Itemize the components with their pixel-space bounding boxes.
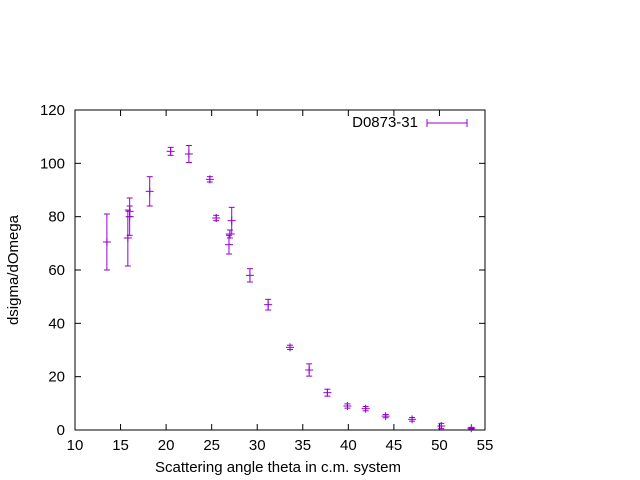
legend: D0873-31 <box>352 114 468 131</box>
data-point <box>437 422 446 430</box>
x-tick-label: 20 <box>158 437 175 454</box>
x-tick-label: 25 <box>203 437 220 454</box>
plot-frame <box>74 109 486 431</box>
legend-label: D0873-31 <box>352 114 418 131</box>
y-tick-label: 20 <box>48 369 65 386</box>
data-point <box>227 206 236 235</box>
x-tick-label: 50 <box>431 437 448 454</box>
axes <box>74 109 486 431</box>
data-point <box>145 176 154 207</box>
data-point <box>205 175 214 184</box>
x-tick-label: 55 <box>477 437 494 454</box>
data-point <box>245 268 254 283</box>
data-point <box>467 424 476 433</box>
data-point <box>264 298 273 311</box>
y-tick-label: 60 <box>48 262 65 279</box>
x-tick-label: 15 <box>112 437 129 454</box>
data-point <box>123 209 132 267</box>
data-point <box>212 214 221 222</box>
x-tick-label: 10 <box>67 437 84 454</box>
y-axis-title: dsigma/dOmega <box>5 214 22 325</box>
data-point <box>305 363 314 377</box>
y-tick-label: 120 <box>40 102 65 119</box>
data-point <box>166 146 175 156</box>
x-axis-title: Scattering angle theta in c.m. system <box>155 459 401 476</box>
data-point <box>381 412 390 421</box>
data-point <box>286 343 295 352</box>
data-point <box>184 144 193 164</box>
x-tick-label: 30 <box>249 437 266 454</box>
data-point <box>323 388 332 397</box>
data-point <box>343 402 352 410</box>
x-tick-label: 35 <box>294 437 311 454</box>
x-tick-label: 45 <box>386 437 403 454</box>
data-point <box>361 404 370 413</box>
data-points <box>102 144 476 433</box>
data-point <box>408 415 417 424</box>
y-tick-label: 100 <box>40 155 65 172</box>
ticks: 10 15 20 25 30 35 40 45 50 55 0 20 40 60 80 100 120 <box>40 102 493 454</box>
y-tick-label: 0 <box>57 422 65 439</box>
y-tick-label: 40 <box>48 315 65 332</box>
x-tick-label: 40 <box>340 437 357 454</box>
data-point <box>102 213 111 271</box>
y-tick-label: 80 <box>48 209 65 226</box>
data-point <box>125 205 134 218</box>
